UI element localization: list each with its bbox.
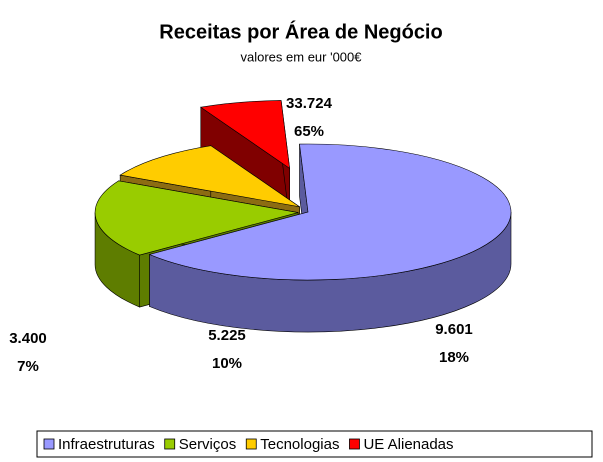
legend-swatch [43,438,55,450]
value-label: 9.601 [435,321,473,338]
legend-swatch [245,438,257,450]
value-label: 5.225 [208,327,246,344]
value-label: 3.400 [9,330,47,347]
percent-label: 7% [17,358,39,375]
percent-label: 18% [439,349,469,366]
legend: Infraestruturas Serviços Tecnologias UE Ali… [43,436,454,453]
value-label: 33.724 [286,95,333,112]
legend-label: Tecnologias [260,436,339,453]
legend-label: UE Alienadas [363,436,453,453]
legend-swatch [164,438,176,450]
slice-top [119,145,300,208]
legend-label: Infraestruturas [58,436,155,453]
pie [94,100,512,333]
labels: 33.724 65% 9.601 18% 5.225 10% 3.400 7% [9,95,473,375]
chart-subtitle: valores em eur '000€ [241,49,363,64]
slice-top [199,100,291,169]
slice-top [148,143,512,281]
legend-box [36,430,593,458]
percent-label: 10% [212,355,242,372]
percent-label: 65% [294,123,324,140]
slice-top [94,180,299,256]
legend-label: Serviços [179,436,237,453]
legend-swatch [349,438,360,450]
chart-title: Receitas por Área de Negócio [159,20,442,43]
slice [148,143,512,333]
